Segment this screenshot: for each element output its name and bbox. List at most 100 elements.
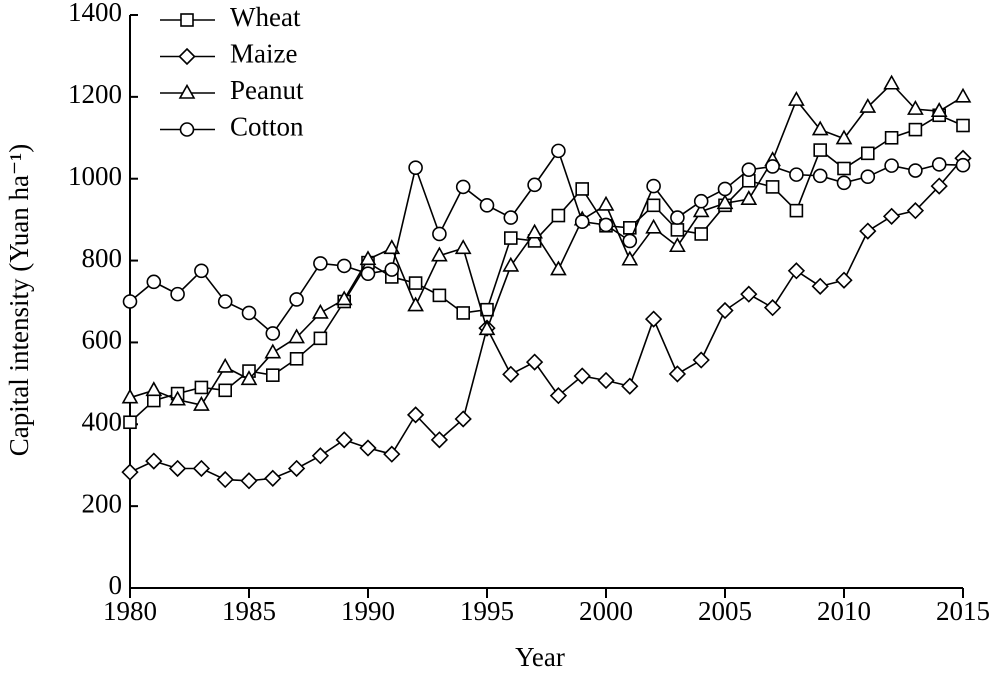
- marker: [931, 157, 947, 172]
- y-axis-label: Capital intensity (Yuan ha⁻¹): [4, 144, 34, 457]
- marker: [597, 195, 615, 211]
- marker: [692, 351, 710, 369]
- marker: [668, 365, 687, 383]
- x-tick-label: 2000: [579, 596, 633, 626]
- marker: [360, 266, 376, 281]
- y-tick-label: 1000: [68, 161, 122, 191]
- marker: [813, 143, 828, 157]
- marker: [123, 415, 137, 430]
- marker: [549, 387, 568, 405]
- marker: [835, 271, 853, 289]
- marker: [789, 203, 804, 218]
- marker: [265, 368, 280, 382]
- y-tick-label: 1200: [68, 79, 122, 109]
- marker: [860, 146, 875, 161]
- series-line: [129, 149, 964, 335]
- marker: [478, 320, 496, 336]
- marker: [121, 463, 139, 481]
- marker: [859, 222, 877, 240]
- marker: [169, 390, 186, 406]
- marker: [336, 258, 352, 274]
- marker: [646, 198, 661, 213]
- marker: [335, 431, 353, 449]
- legend-marker: [178, 83, 196, 99]
- y-tick-label: 1400: [68, 0, 122, 27]
- marker: [930, 102, 948, 117]
- x-tick-label: 2010: [817, 596, 871, 626]
- marker: [955, 157, 971, 173]
- marker: [765, 159, 780, 174]
- marker: [122, 294, 138, 309]
- marker: [694, 227, 709, 241]
- marker: [906, 202, 925, 220]
- marker: [692, 202, 710, 218]
- marker: [145, 452, 163, 470]
- marker: [716, 301, 734, 320]
- marker: [883, 74, 900, 90]
- marker: [313, 331, 328, 346]
- marker: [669, 237, 686, 253]
- marker: [621, 250, 639, 266]
- marker: [432, 226, 447, 242]
- marker: [193, 395, 210, 411]
- marker: [454, 410, 472, 428]
- marker: [740, 285, 758, 303]
- legend-label: Wheat: [230, 2, 301, 32]
- marker: [551, 143, 566, 159]
- marker: [407, 296, 424, 312]
- marker: [456, 306, 471, 320]
- marker: [956, 118, 970, 133]
- series-line: [129, 157, 964, 482]
- marker: [430, 431, 449, 449]
- marker: [859, 97, 877, 113]
- marker: [241, 305, 257, 321]
- marker: [216, 470, 234, 489]
- marker: [622, 233, 638, 249]
- marker: [575, 182, 590, 196]
- x-tick-label: 1985: [222, 596, 276, 626]
- marker: [789, 167, 804, 182]
- marker: [431, 246, 448, 262]
- marker: [646, 178, 661, 194]
- marker: [192, 459, 211, 478]
- marker: [882, 207, 901, 225]
- x-tick-label: 1990: [341, 596, 395, 626]
- y-tick-label: 600: [82, 325, 123, 355]
- x-tick-label: 2005: [698, 596, 752, 626]
- legend-label: Peanut: [230, 75, 304, 105]
- marker: [716, 194, 734, 210]
- marker: [693, 193, 709, 209]
- marker: [907, 99, 924, 115]
- marker: [289, 292, 304, 307]
- marker: [763, 299, 782, 317]
- marker: [311, 447, 330, 465]
- y-tick-label: 800: [82, 243, 123, 273]
- marker: [526, 223, 543, 239]
- legend-marker: [180, 13, 194, 27]
- marker: [194, 380, 209, 395]
- marker: [216, 357, 234, 373]
- marker: [289, 351, 304, 366]
- marker: [264, 343, 282, 359]
- marker: [811, 277, 829, 295]
- marker: [884, 130, 899, 145]
- marker: [503, 231, 518, 245]
- legend-label: Maize: [230, 39, 297, 69]
- marker: [287, 459, 306, 478]
- marker: [146, 274, 162, 290]
- legend-marker: [178, 47, 196, 66]
- marker: [812, 168, 828, 184]
- marker: [954, 87, 972, 103]
- y-tick-label: 200: [82, 488, 123, 518]
- marker: [836, 175, 852, 191]
- marker: [218, 383, 232, 398]
- marker: [644, 310, 663, 328]
- marker: [502, 256, 520, 272]
- x-tick-label: 1995: [460, 596, 514, 626]
- marker: [884, 158, 899, 173]
- marker: [908, 163, 923, 178]
- marker: [408, 160, 423, 175]
- marker: [503, 210, 519, 225]
- marker: [837, 161, 851, 176]
- marker: [335, 290, 353, 306]
